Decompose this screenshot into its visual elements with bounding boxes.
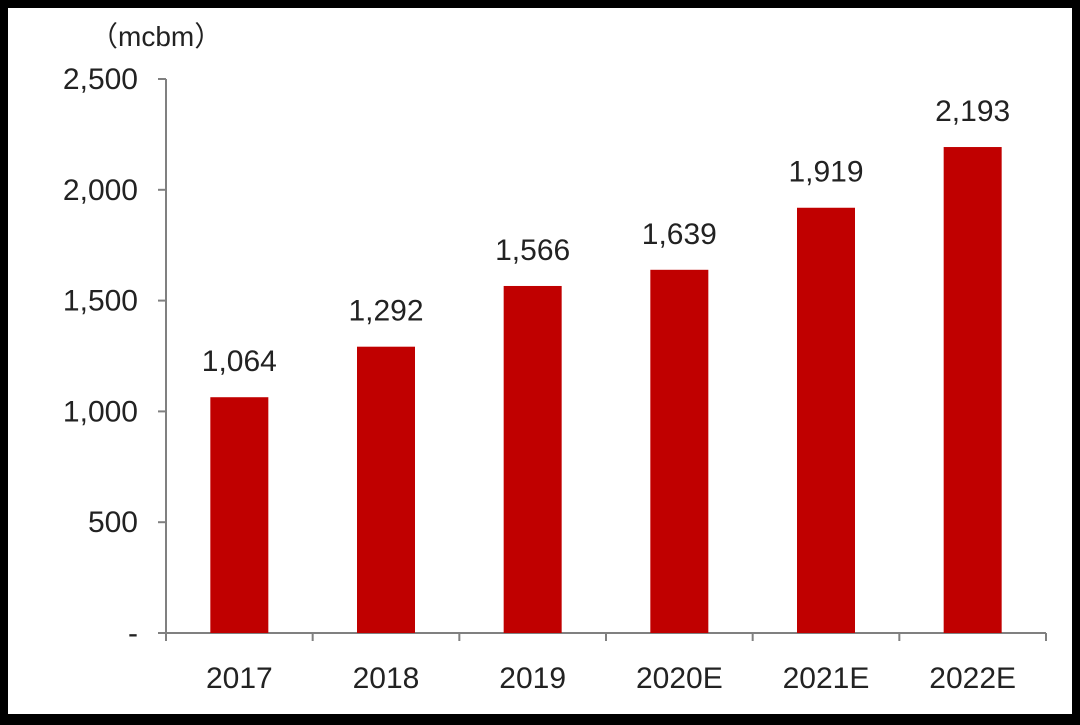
x-tick-label-2020e: 2020E [636, 662, 723, 695]
x-tick-label-2019: 2019 [499, 662, 566, 695]
data-label-2020e: 1,639 [642, 218, 717, 251]
bar-2019 [503, 285, 562, 633]
bar-chart: （mcbm） - 500 1,000 1,500 2,000 2,500 2017 2018… [63, 21, 1047, 695]
y-tick-label: 1,000 [63, 395, 138, 428]
y-tick-label: - [128, 617, 138, 650]
data-label-2022e: 2,193 [935, 95, 1010, 128]
data-label-2019: 1,566 [495, 234, 570, 267]
y-axis: - 500 1,000 1,500 2,000 2,500 [63, 63, 167, 650]
bar-2020e [650, 269, 709, 633]
x-tick-label-2017: 2017 [206, 662, 273, 695]
y-tick-label: 1,500 [63, 285, 138, 318]
data-label-2021e: 1,919 [788, 156, 863, 189]
y-tick-label: 2,000 [63, 174, 138, 207]
x-tick-label-2022e: 2022E [929, 662, 1016, 695]
bars [210, 147, 1002, 634]
y-axis-unit-label: （mcbm） [90, 21, 222, 52]
y-tick-label: 2,500 [63, 63, 138, 96]
bar-2018 [357, 346, 415, 633]
x-tick-label-2021e: 2021E [783, 662, 870, 695]
bar-2021e [797, 207, 855, 633]
x-tick-label-2018: 2018 [353, 662, 420, 695]
data-label-2017: 1,064 [202, 345, 277, 378]
bar-2022e [943, 147, 1002, 634]
bar-2017 [210, 397, 269, 633]
chart-frame: （mcbm） - 500 1,000 1,500 2,000 2,500 2017 2018… [8, 8, 1072, 714]
x-axis: 2017 2018 2019 2020E 2021E 2022E [165, 632, 1047, 695]
data-label-2018: 1,292 [348, 295, 423, 328]
data-labels: 1,064 1,292 1,566 1,639 1,919 2,193 [202, 95, 1010, 378]
y-tick-label: 500 [88, 506, 138, 539]
